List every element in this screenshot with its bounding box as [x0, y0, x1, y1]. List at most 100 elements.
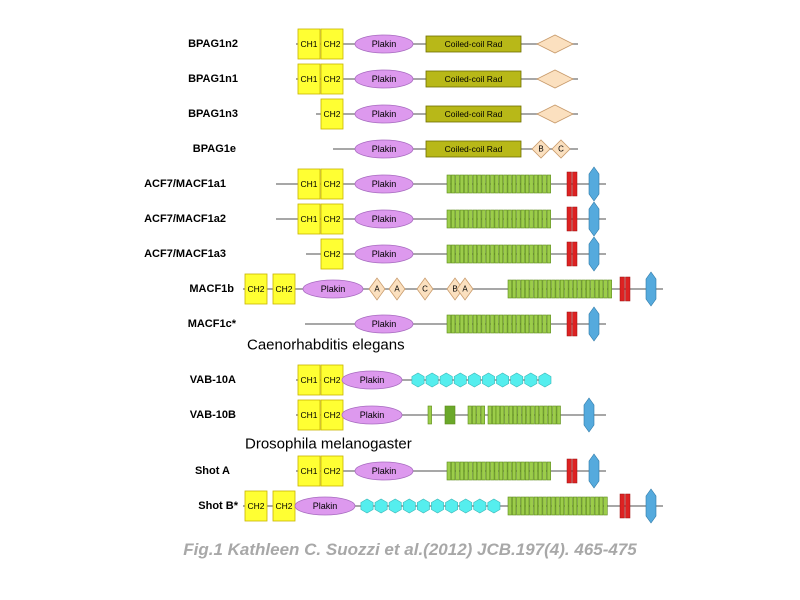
- diamond-domain: [368, 277, 386, 301]
- protein-row: ACF7/MACF1a3 CH2 Plakin: [144, 236, 606, 272]
- grr-domain: [645, 488, 657, 524]
- diamond-domain-label: B: [538, 145, 543, 154]
- gar-domain-bar: [572, 241, 578, 267]
- spectrin-repeat: [503, 314, 508, 334]
- spectrin-repeat: [603, 279, 608, 299]
- protein-row: VAB-10A CH1 CH2 Plakin: [190, 364, 552, 396]
- spectrin-repeat: [516, 496, 521, 516]
- spectrin-repeat: [446, 209, 451, 229]
- spectrin-repeat: [542, 461, 547, 481]
- coiled-coil-rod-domain: [425, 70, 522, 88]
- spectrin-repeat: [552, 405, 557, 425]
- spectrin-repeat: [525, 279, 530, 299]
- spectrin-repeat: [547, 405, 553, 425]
- spectrin-repeat: [538, 461, 543, 481]
- ch-domain-label: CH1: [300, 179, 317, 189]
- spectrin-repeat: [446, 244, 451, 264]
- plakin-domain: [354, 139, 414, 159]
- spectrin-repeat: [530, 405, 535, 425]
- spectrin-repeat: [529, 209, 534, 229]
- ch-domain: [244, 273, 268, 305]
- coiled-coil-rod-domain: [425, 35, 522, 53]
- ch-domain-label: CH1: [300, 466, 317, 476]
- diamond-domain-label: A: [462, 285, 468, 294]
- plakin-repeat: [425, 372, 439, 388]
- spectrin-repeat: [490, 244, 495, 264]
- plakin-domain-label: Plakin: [372, 144, 397, 154]
- protein-name: ACF7/MACF1a2: [144, 213, 226, 225]
- ch-domain-label: CH1: [300, 214, 317, 224]
- grr-domain: [588, 453, 600, 489]
- spectrin-repeat: [490, 461, 495, 481]
- spectrin-repeat: [542, 279, 547, 299]
- group-label-drosophila: Drosophila melanogaster: [245, 436, 412, 453]
- plakin-domain-label: Plakin: [372, 466, 397, 476]
- diamond-domain: [551, 139, 571, 159]
- diamond-domain-label: C: [558, 145, 564, 154]
- ch-domain-label: CH2: [323, 375, 340, 385]
- spectrin-repeat: [529, 244, 534, 264]
- spectrin-repeat: [546, 461, 551, 481]
- gar-domain-bar: [572, 458, 578, 484]
- spectrin-repeat: [481, 314, 486, 334]
- plakin-domain: [341, 370, 403, 390]
- spectrin-repeat: [494, 174, 499, 194]
- ch-domain: [297, 364, 321, 396]
- spectrin-repeat: [520, 174, 525, 194]
- spectrin-repeat: [511, 209, 517, 229]
- spectrin-repeat: [472, 461, 478, 481]
- ch-domain-label: CH1: [300, 375, 317, 385]
- spectrin-repeat: [485, 461, 491, 481]
- plakin-domain: [354, 314, 414, 334]
- gar-domain-bar: [566, 241, 572, 267]
- spectrin-repeat: [516, 461, 521, 481]
- gar-domain-bar: [566, 171, 572, 197]
- spectrin-repeat: [476, 405, 481, 425]
- spectrin-repeat: [507, 244, 512, 264]
- plakin-repeat: [411, 372, 425, 388]
- spectrin-repeat: [551, 496, 556, 516]
- protein-name: BPAG1n3: [188, 108, 238, 120]
- diamond-domain: [536, 69, 574, 89]
- spectrin-repeat: [603, 496, 608, 516]
- ch-domain-label: CH2: [247, 284, 264, 294]
- plakin-domain: [354, 209, 414, 229]
- plakin-repeat: [473, 498, 487, 514]
- spectrin-repeat: [512, 496, 517, 516]
- spectrin-repeat: [459, 314, 464, 334]
- diamond-domain: [536, 34, 574, 54]
- plakin-domain-label: Plakin: [372, 214, 397, 224]
- protein-row: ACF7/MACF1a1 CH1 CH2 Plakin: [144, 166, 606, 202]
- spectrin-repeat: [555, 279, 560, 299]
- spectrin-repeat: [534, 405, 540, 425]
- spectrin-repeat: [546, 496, 552, 516]
- spectrin-repeat: [556, 405, 561, 425]
- protein-name: BPAG1e: [193, 143, 236, 155]
- spectrin-repeat: [455, 244, 460, 264]
- diamond-domain-label: A: [374, 285, 380, 294]
- spectrin-repeat: [585, 279, 591, 299]
- plakin-domain-label: Plakin: [372, 39, 397, 49]
- plakin-repeat: [538, 372, 552, 388]
- spectrin-repeat: [529, 279, 534, 299]
- spectrin-repeat: [494, 244, 499, 264]
- ch-domain: [272, 273, 296, 305]
- spectrin-repeat: [511, 461, 517, 481]
- grr-domain: [588, 236, 600, 272]
- gar-domain-bar: [619, 493, 625, 519]
- spectrin-repeat: [507, 209, 512, 229]
- spectrin-repeat: [459, 244, 464, 264]
- spectrin-repeat: [472, 314, 478, 334]
- plakin-repeat: [467, 372, 481, 388]
- spectrin-repeat: [481, 174, 486, 194]
- grr-domain: [583, 397, 595, 433]
- spectrin-repeat: [498, 209, 504, 229]
- diamond-domain: [456, 277, 474, 301]
- spectrin-repeat: [500, 405, 505, 425]
- spectrin-repeat: [542, 174, 547, 194]
- spectrin-repeat: [538, 314, 543, 334]
- plakin-repeat: [431, 498, 444, 514]
- figure-caption: Fig.1 Kathleen C. Suozzi et al.(2012) JC…: [183, 540, 637, 559]
- protein-row: MACF1b CH2 CH2 Plakin A A C B A: [189, 271, 663, 307]
- spectrin-repeat: [546, 314, 551, 334]
